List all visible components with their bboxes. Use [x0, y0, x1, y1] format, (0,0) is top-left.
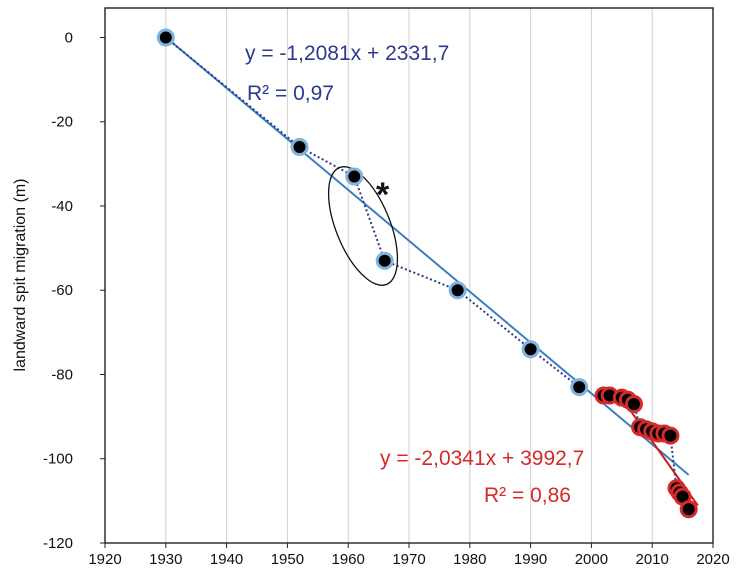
- y-axis: 0 -20 -40 -60 -80 -100 -120: [43, 29, 105, 552]
- data-point: [679, 500, 698, 519]
- series-connectors: [165, 36, 690, 510]
- data-point: [448, 281, 467, 300]
- data-point: [661, 426, 680, 445]
- x-axis: 1920 1930 1940 1950 1960 1970 1980 1990 2000 2010…: [88, 543, 730, 568]
- y-axis-label: landward spit migration (m): [12, 179, 29, 372]
- y-tick-label: 0: [65, 29, 73, 46]
- trendline: [165, 36, 690, 476]
- outlier-ellipse: [327, 166, 399, 286]
- data-point: [290, 138, 309, 157]
- data-points: [156, 28, 698, 519]
- red-trend-equation: y = -2,0341x + 3992,7: [380, 447, 584, 470]
- y-tick-label: -20: [51, 114, 73, 131]
- y-tick-label: -120: [43, 535, 73, 552]
- data-point: [345, 167, 364, 186]
- grid: [165, 8, 653, 543]
- y-tick-label: -40: [51, 198, 73, 215]
- y-tick-label: -100: [43, 451, 73, 468]
- x-tick-label: 2000: [575, 551, 608, 568]
- x-tick-label: 1960: [332, 551, 365, 568]
- x-tick-label: 1970: [392, 551, 425, 568]
- outlier-asterisk: *: [376, 176, 390, 214]
- x-tick-label: 1980: [453, 551, 486, 568]
- y-tick-label: -60: [51, 282, 73, 299]
- red-trend-r2: R² = 0,86: [484, 484, 571, 507]
- data-point: [375, 251, 394, 270]
- blue-trend-r2: R² = 0,97: [247, 82, 334, 105]
- x-tick-label: 2020: [696, 551, 729, 568]
- blue-trend-equation: y = -1,2081x + 2331,7: [245, 42, 449, 65]
- x-tick-label: 1950: [271, 551, 304, 568]
- trendlines: [165, 36, 699, 507]
- x-tick-label: 1920: [88, 551, 121, 568]
- x-tick-label: 2010: [636, 551, 669, 568]
- x-tick-label: 1990: [514, 551, 547, 568]
- y-tick-label: -80: [51, 366, 73, 383]
- data-point: [570, 378, 589, 397]
- x-tick-label: 1940: [210, 551, 243, 568]
- data-point: [624, 394, 643, 413]
- data-point: [521, 340, 540, 359]
- x-tick-label: 1930: [149, 551, 182, 568]
- data-point: [156, 28, 175, 47]
